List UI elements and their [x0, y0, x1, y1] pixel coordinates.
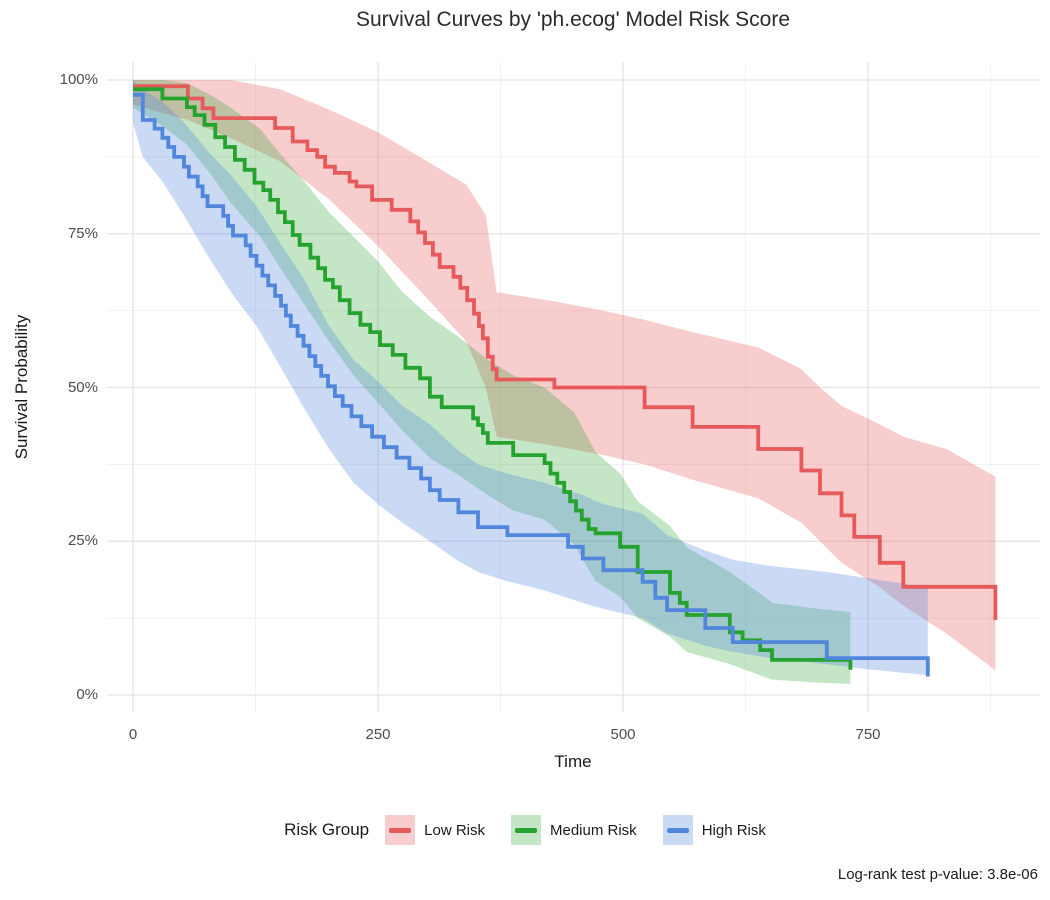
y-tick-50: 50%: [67, 379, 98, 396]
legend-key-high-risk-line: [666, 827, 689, 833]
legend-item-medium-risk: Medium Risk: [511, 815, 637, 845]
x-axis-title: Time: [554, 752, 592, 771]
plot-panel: [107, 62, 1040, 712]
ribbon-high-risk: [133, 80, 928, 676]
legend-item-low-risk: Low Risk: [385, 815, 485, 845]
legend-key-low-risk-swatch: [385, 815, 416, 845]
x-tick-750: 750: [855, 726, 881, 743]
legend-key-medium-risk-line: [515, 827, 537, 833]
caption-pvalue: Log-rank test p-value: 3.8e-06: [837, 866, 1038, 883]
x-tick-500: 500: [610, 726, 636, 743]
y-tick-75: 75%: [67, 225, 98, 242]
y-tick-25: 25%: [67, 532, 98, 549]
curve-high-risk: [133, 92, 930, 677]
chart-title: Survival Curves by 'ph.ecog' Model Risk …: [355, 8, 791, 31]
legend-title: Risk Group: [284, 820, 370, 839]
legend-item-high-risk: High Risk: [662, 815, 766, 845]
survival-plot-svg: [107, 62, 1040, 712]
ribbon-medium-risk: [133, 80, 851, 684]
legend-key-medium-risk-swatch: [511, 815, 541, 845]
x-tick-0: 0: [128, 726, 138, 743]
legend-label-medium-risk: Medium Risk: [550, 821, 637, 839]
x-tick-250: 250: [365, 726, 391, 743]
legend: Risk Group Low Risk Medium Risk High Ris…: [0, 810, 1050, 850]
legend-label-low-risk: Low Risk: [424, 821, 485, 839]
legend-label-high-risk: High Risk: [701, 821, 766, 839]
legend-key-low-risk-line: [389, 827, 412, 833]
y-tick-100: 100%: [59, 71, 98, 88]
ribbon-low-risk: [133, 80, 996, 671]
y-tick-0: 0%: [76, 686, 98, 703]
curve-low-risk: [133, 84, 998, 620]
curve-medium-risk: [133, 87, 853, 670]
legend-key-high-risk-swatch: [662, 815, 693, 845]
